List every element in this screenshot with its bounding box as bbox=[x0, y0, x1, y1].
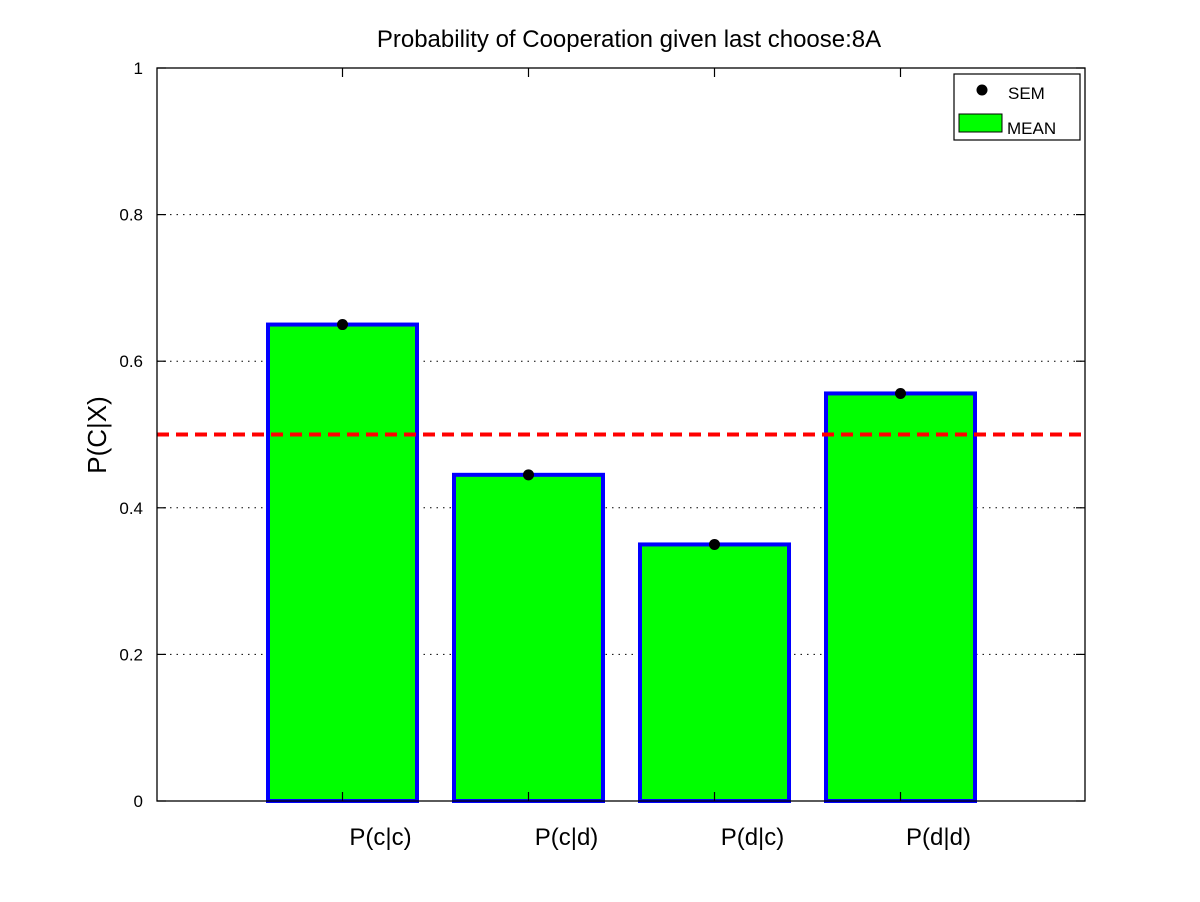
bars bbox=[266, 322, 977, 803]
legend: SEM MEAN bbox=[953, 73, 1081, 141]
sem-marker-2 bbox=[709, 538, 720, 550]
y-tick-label-1: 0.2 bbox=[119, 645, 143, 664]
legend-sem-label: SEM bbox=[1008, 84, 1045, 103]
sem-marker-3 bbox=[895, 387, 906, 399]
y-tick-label-3: 0.6 bbox=[119, 352, 143, 371]
chart-title: Probability of Cooperation given last ch… bbox=[377, 26, 881, 53]
y-tick-label-2: 0.4 bbox=[119, 499, 143, 518]
bar-1 bbox=[452, 472, 605, 803]
legend-mean-swatch bbox=[958, 113, 1003, 133]
y-tick-label-4: 0.8 bbox=[119, 206, 143, 225]
x-tick-labels: P(c|c) P(c|d) P(d|c) P(d|d) bbox=[349, 824, 971, 851]
y-axis-label: P(C|X) bbox=[82, 396, 112, 474]
axes bbox=[156, 67, 1086, 802]
legend-sem-marker-icon bbox=[976, 84, 988, 96]
x-tick-label-3: P(d|d) bbox=[906, 824, 971, 851]
x-tick-label-1: P(c|d) bbox=[535, 824, 599, 851]
sem-marker-1 bbox=[523, 469, 534, 481]
bar-0 bbox=[266, 322, 419, 803]
bar-2 bbox=[638, 542, 791, 803]
x-tick-label-2: P(d|c) bbox=[721, 824, 785, 851]
y-tick-labels: 0 0.2 0.4 0.6 0.8 1 bbox=[119, 59, 143, 811]
y-tick-label-5: 1 bbox=[134, 59, 143, 78]
sem-marker-0 bbox=[337, 319, 348, 331]
x-tick-label-0: P(c|c) bbox=[349, 824, 411, 851]
y-tick-label-0: 0 bbox=[134, 792, 143, 811]
plot-frame bbox=[156, 67, 1086, 802]
sem-markers bbox=[337, 319, 906, 550]
legend-mean-label: MEAN bbox=[1007, 119, 1056, 138]
bar-3 bbox=[824, 391, 977, 803]
